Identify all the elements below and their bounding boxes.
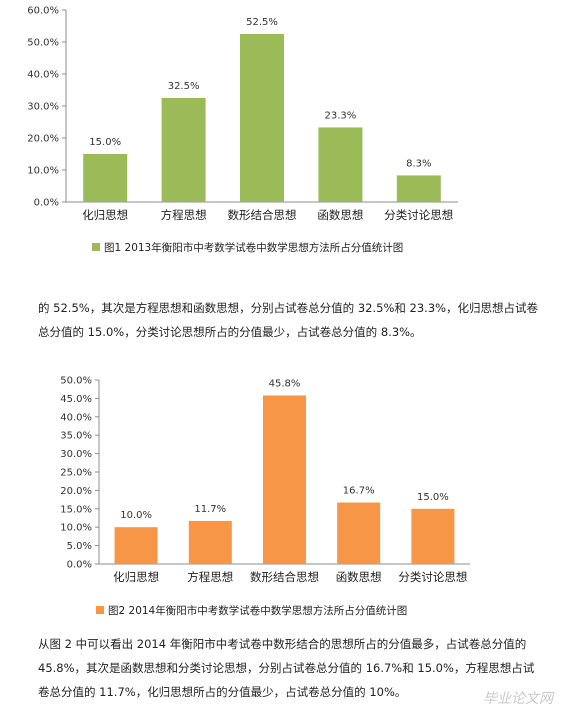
chart-svg: 0.0% 10.0% 20.0% 30.0% 40.0% 50.0% 60.0% 15.0% 化… [27, 6, 458, 254]
chart-2013: 0.0% 10.0% 20.0% 30.0% 40.0% 50.0% 60.0% 15.0% 化… [0, 0, 561, 268]
legend-swatch [92, 243, 100, 251]
y-tick-label: 20.0% [27, 134, 59, 145]
chart-2014: 0.0% 5.0% 10.0% 15.0% 20.0% 25.0% 30.0% 35.0% 40… [0, 368, 561, 626]
data-label: 16.7% [343, 486, 375, 497]
y-tick-label: 20.0% [60, 486, 92, 497]
bar [396, 175, 441, 202]
y-tick-label: 30.0% [60, 449, 92, 460]
category-label: 分类讨论思想 [398, 570, 467, 584]
y-tick-label: 25.0% [60, 468, 92, 479]
watermark: 毕业论文网 [483, 691, 553, 707]
bar [114, 527, 158, 564]
category-label: 化归思想 [82, 208, 128, 222]
data-label: 23.3% [325, 110, 357, 121]
y-tick-label: 0.0% [67, 560, 92, 571]
legend-label: 图2 2014年衡阳市中考数学试卷中数学思想方法所占分值统计图 [108, 604, 407, 617]
y-tick-label: 60.0% [27, 6, 59, 17]
category-label: 数形结合思想 [228, 208, 297, 222]
chart-svg: 0.0% 5.0% 10.0% 15.0% 20.0% 25.0% 30.0% 35.0% 40… [60, 376, 470, 617]
y-tick-label: 35.0% [60, 431, 92, 442]
category-label: 函数思想 [336, 570, 382, 584]
bar [161, 98, 206, 202]
data-label: 11.7% [194, 504, 226, 515]
legend-label: 图1 2013年衡阳市中考数学试卷中数学思想方法所占分值统计图 [104, 241, 403, 254]
category-label: 方程思想 [187, 570, 233, 584]
category-label: 方程思想 [161, 208, 207, 222]
category-label: 化归思想 [113, 570, 159, 584]
legend-swatch [96, 606, 104, 614]
y-tick-label: 50.0% [60, 376, 92, 387]
data-label: 15.0% [89, 137, 121, 148]
data-label: 10.0% [120, 510, 152, 521]
data-label: 45.8% [269, 378, 301, 389]
y-tick-label: 40.0% [60, 412, 92, 423]
bar [83, 154, 128, 202]
y-tick-label: 30.0% [27, 102, 59, 113]
bar [337, 502, 381, 564]
y-tick-label: 10.0% [60, 523, 92, 534]
paragraph-2013-analysis: 的 52.5%，其次是方程思想和函数思想，分别占试卷总分值的 32.5%和 23… [38, 301, 539, 339]
bar [411, 508, 455, 564]
paragraph-2014-analysis: 从图 2 中可以看出 2014 年衡阳市中考试卷中数形结合的思想所占的分值最多，… [38, 637, 535, 699]
y-tick-label: 50.0% [27, 38, 59, 49]
category-label: 分类讨论思想 [384, 208, 453, 222]
bar [263, 395, 306, 564]
data-label: 8.3% [406, 158, 431, 169]
y-tick-label: 5.0% [67, 541, 92, 552]
data-label: 15.0% [417, 492, 449, 503]
category-label: 函数思想 [317, 208, 363, 222]
y-tick-label: 15.0% [60, 504, 92, 515]
category-label: 数形结合思想 [250, 570, 319, 584]
y-tick-label: 40.0% [27, 70, 59, 81]
data-label: 52.5% [246, 17, 278, 28]
bar [188, 520, 232, 564]
y-tick-label: 0.0% [34, 198, 59, 209]
y-tick-label: 45.0% [60, 394, 92, 405]
bar [240, 34, 284, 202]
data-label: 32.5% [168, 81, 200, 92]
bar [318, 127, 363, 202]
y-tick-label: 10.0% [27, 166, 59, 177]
